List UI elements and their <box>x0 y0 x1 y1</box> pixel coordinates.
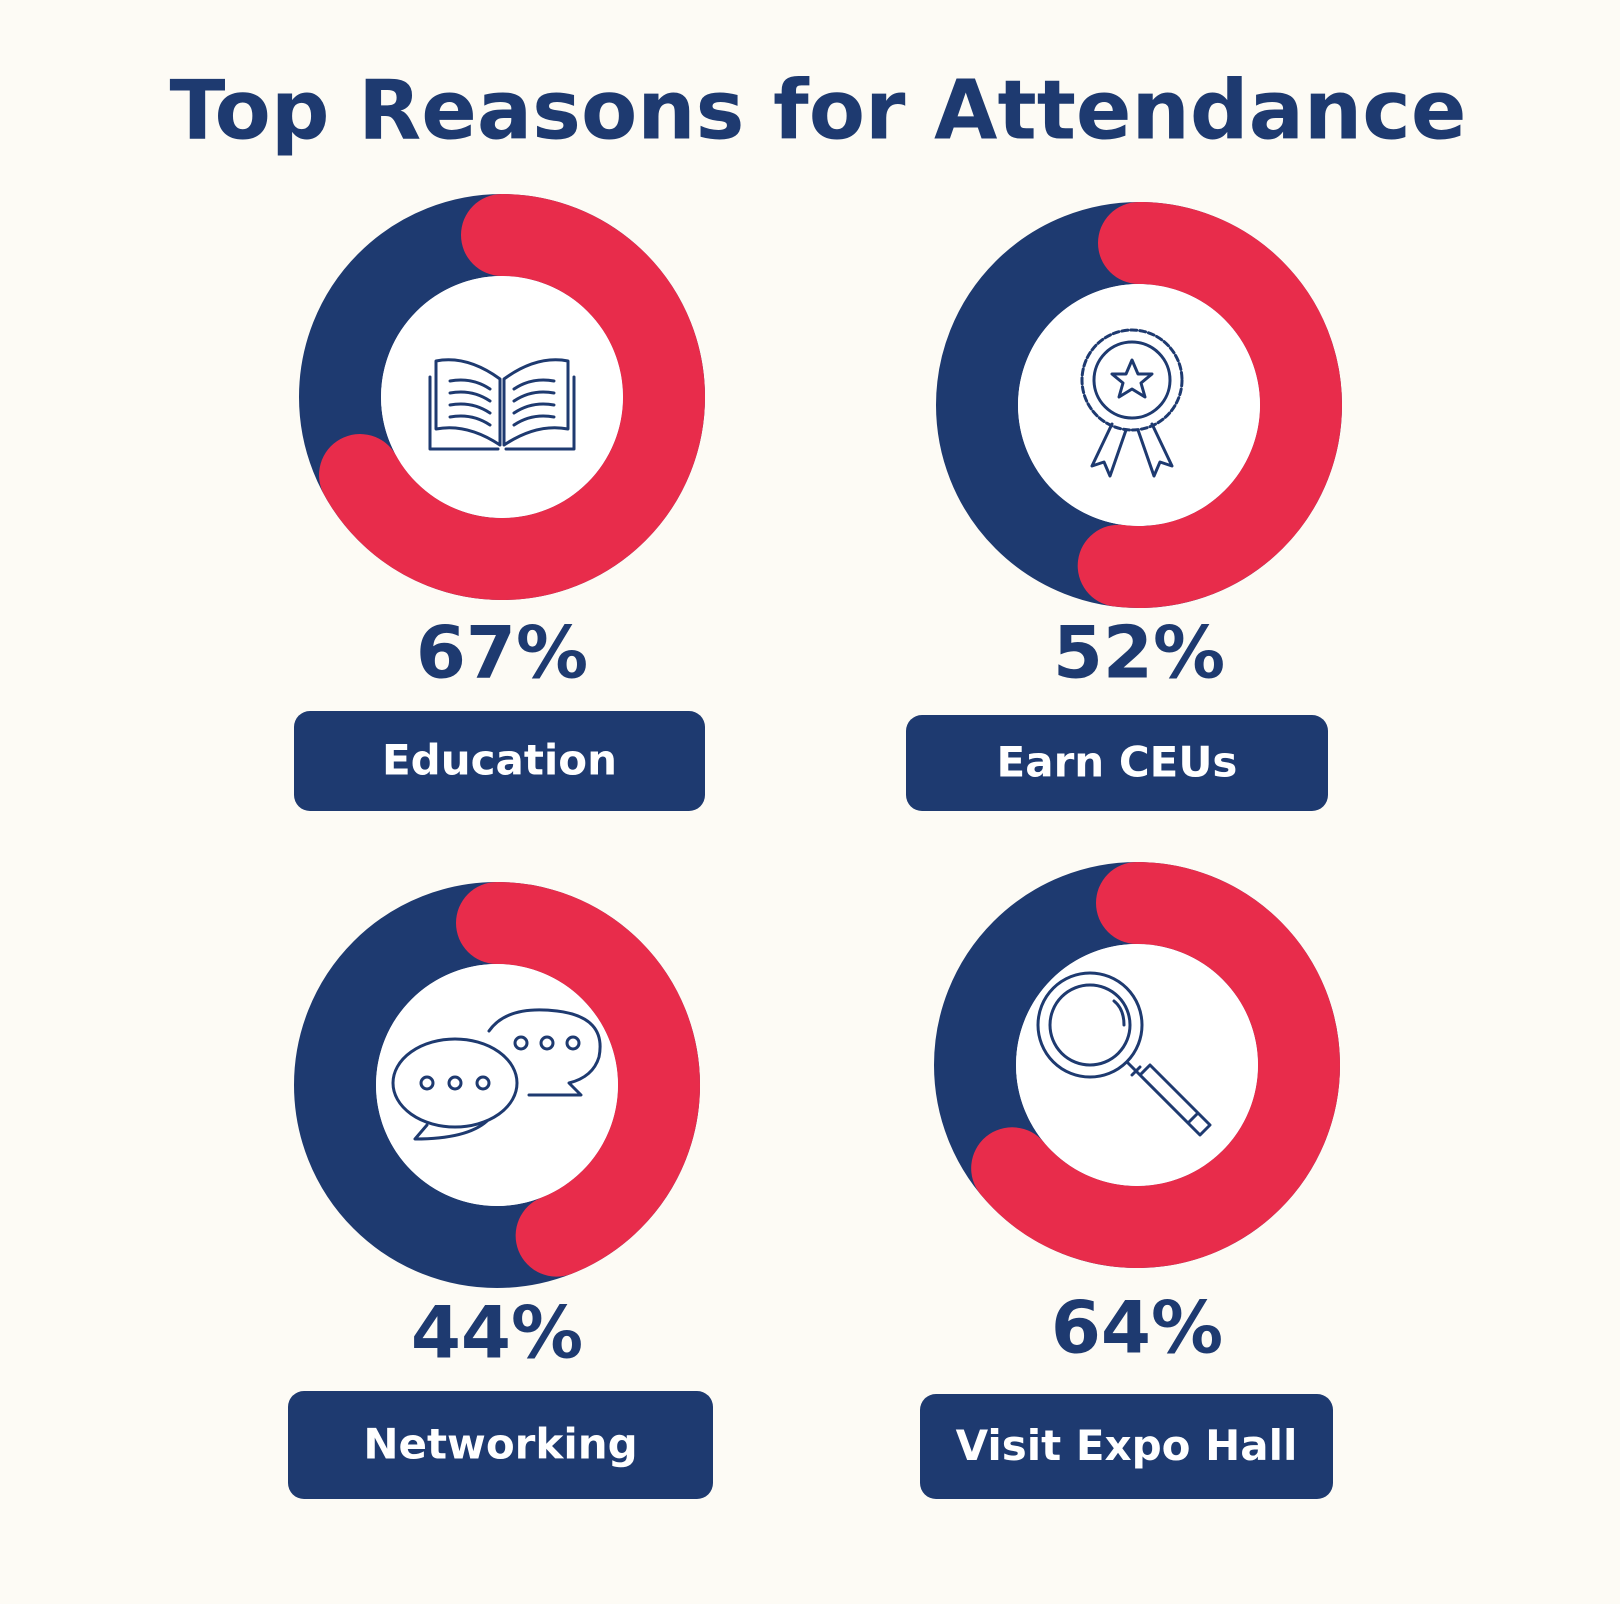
donuts: 67% Education 52% Earn CEUs 44% Networking 64%… <box>288 194 1342 1499</box>
value-label: 52% <box>1053 611 1225 695</box>
donut-hole <box>1016 944 1258 1186</box>
category-box <box>294 711 705 811</box>
donut-arc <box>971 862 1340 1268</box>
value-label: 64% <box>1051 1286 1223 1370</box>
category-label: Networking <box>363 1420 637 1469</box>
value-label: 44% <box>411 1291 583 1375</box>
donut-arc <box>456 882 700 1277</box>
category-label: Earn CEUs <box>997 738 1238 787</box>
donut-arc <box>1077 202 1342 608</box>
donut-arc <box>319 194 705 600</box>
magnifier-icon <box>1036 971 1212 1137</box>
donut-hole <box>1018 284 1260 526</box>
category-label: Visit Expo Hall <box>956 1421 1298 1470</box>
award-icon <box>1080 328 1184 478</box>
book-icon <box>428 358 576 451</box>
donut-hole <box>376 964 618 1206</box>
category-box <box>288 1391 713 1499</box>
chart-title: Top Reasons for Attendance <box>169 63 1466 158</box>
category-box <box>920 1394 1333 1499</box>
category-label: Education <box>382 736 617 785</box>
value-label: 67% <box>416 611 588 695</box>
chat-icon <box>391 1008 602 1141</box>
donut-hole <box>381 276 623 518</box>
category-box <box>906 715 1328 811</box>
